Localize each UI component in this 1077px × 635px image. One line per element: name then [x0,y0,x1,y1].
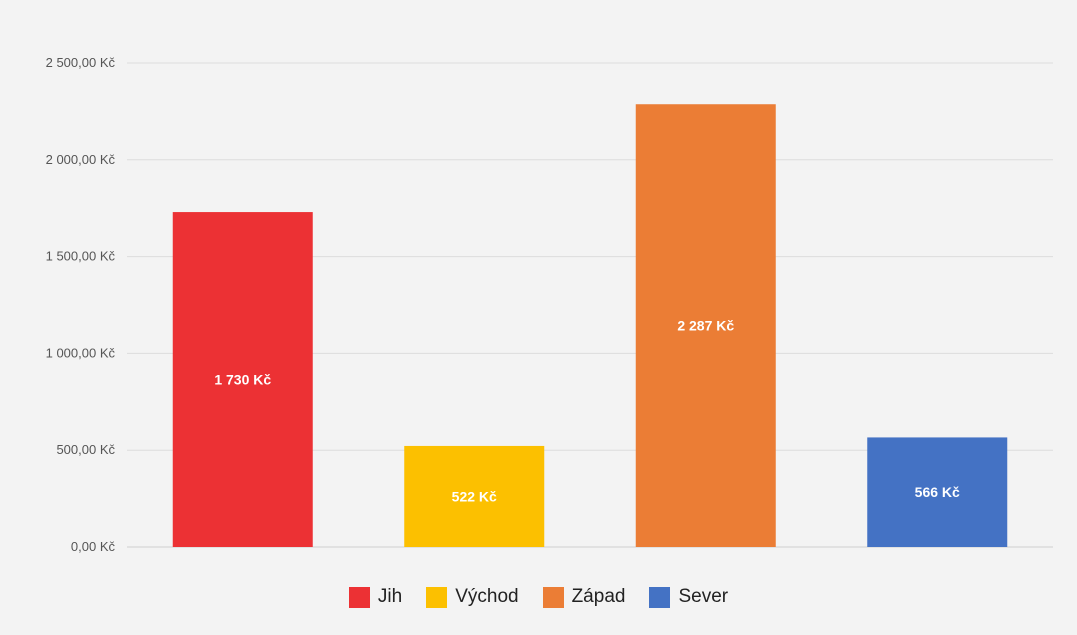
legend-item-vychod[interactable]: Východ [426,586,519,608]
legend-swatch-vychod [426,586,448,608]
y-tick-label: 2 000,00 Kč [46,152,116,167]
bars [172,104,1008,547]
bar-jih[interactable] [172,212,313,547]
y-axis-tick-labels: 0,00 Kč 500,00 Kč 1 000,00 Kč 1 500,00 Kč 2 … [46,55,116,554]
y-tick-label: 1 500,00 Kč [46,249,116,264]
y-tick-label: 1 000,00 Kč [46,345,116,360]
legend-item-jih[interactable]: Jih [348,586,403,608]
legend: Jih Východ Západ Sever [0,586,1077,608]
legend-item-sever[interactable]: Sever [649,586,728,608]
legend-swatch-sever [649,586,671,608]
legend-label-jih: Jih [377,586,403,607]
bar-chart: 0,00 Kč 500,00 Kč 1 000,00 Kč 1 500,00 Kč 2 … [46,55,1053,554]
y-tick-label: 500,00 Kč [56,442,115,457]
legend-label-zapad: Západ [571,586,626,607]
data-labels: 1 730 Kč 522 Kč 2 287 Kč 566 Kč [214,318,960,505]
legend-label-vychod: Východ [455,586,519,607]
y-tick-label: 0,00 Kč [71,539,116,554]
legend-label-sever: Sever [678,586,729,607]
data-label-sever: 566 Kč [915,484,960,500]
legend-item-zapad[interactable]: Západ [542,586,626,608]
bar-západ[interactable] [635,104,776,547]
bar-sever[interactable] [867,437,1008,547]
legend-swatch-zapad [542,586,564,608]
data-label-jih: 1 730 Kč [214,372,271,388]
y-tick-label: 2 500,00 Kč [46,55,116,70]
data-label-západ: 2 287 Kč [677,318,734,334]
bar-východ[interactable] [404,445,545,547]
legend-swatch-jih [348,586,370,608]
data-label-východ: 522 Kč [452,488,497,504]
